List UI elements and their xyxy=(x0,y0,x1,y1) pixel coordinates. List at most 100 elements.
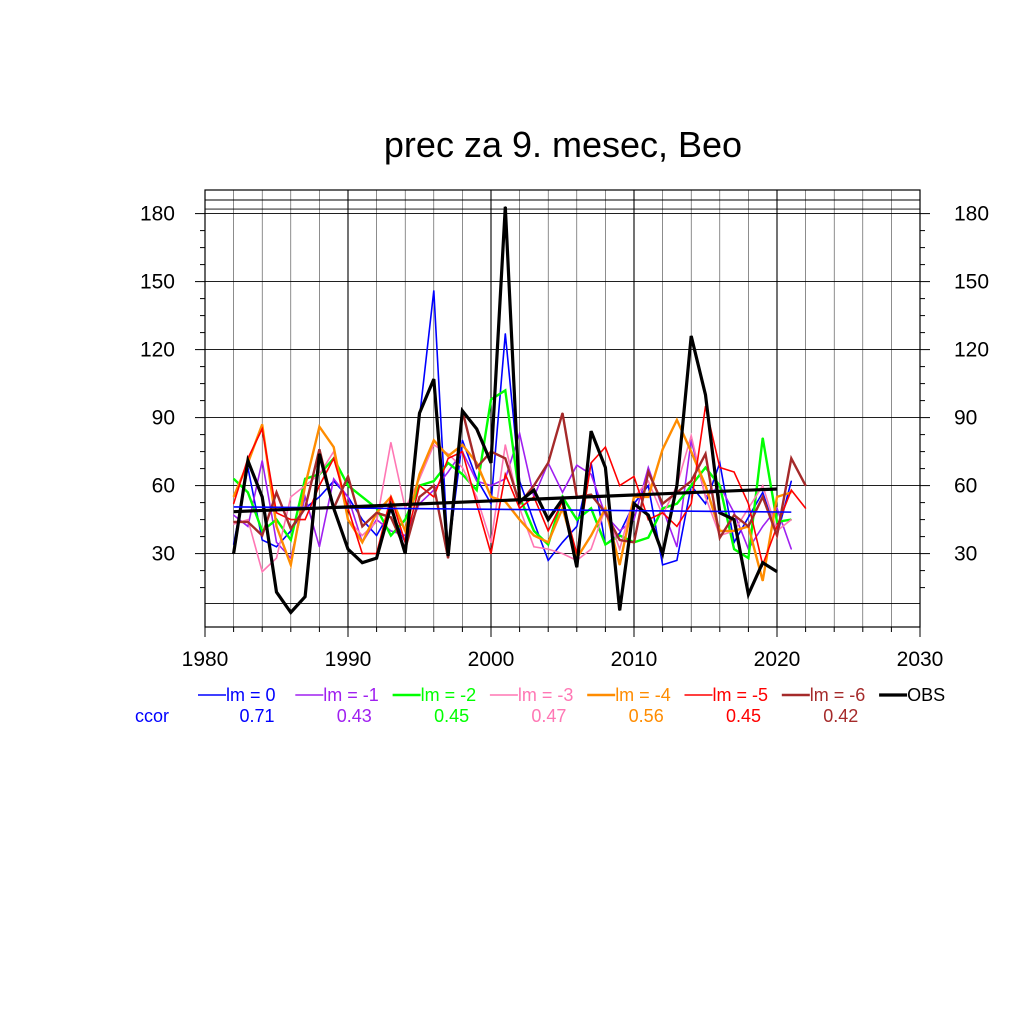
x-tick-label: 1980 xyxy=(182,648,229,671)
data-point xyxy=(476,466,478,469)
data-point xyxy=(733,530,735,532)
grid xyxy=(205,190,920,627)
data-point xyxy=(504,389,506,391)
data-point xyxy=(533,534,535,537)
data-point xyxy=(747,525,750,528)
data-point xyxy=(261,571,263,573)
data-point xyxy=(361,525,363,528)
data-point xyxy=(433,496,435,498)
data-point xyxy=(504,333,506,335)
data-point xyxy=(490,503,492,505)
data-point xyxy=(275,591,278,593)
data-point xyxy=(347,519,349,521)
legend-label: lm = 0 xyxy=(226,685,276,705)
trend-line xyxy=(233,487,778,514)
data-point xyxy=(633,541,635,543)
data-point xyxy=(662,514,664,516)
data-point xyxy=(662,448,664,450)
data-point xyxy=(604,543,607,546)
data-point xyxy=(318,546,320,548)
data-point xyxy=(490,462,492,464)
data-point xyxy=(376,534,378,537)
data-point xyxy=(619,532,621,534)
data-point xyxy=(233,478,235,480)
data-point xyxy=(776,571,778,573)
data-point xyxy=(290,496,292,498)
data-point xyxy=(461,444,463,446)
data-point xyxy=(676,546,678,548)
data-point xyxy=(376,557,378,559)
data-point xyxy=(447,455,449,457)
data-point xyxy=(547,519,549,521)
y-tick-label: 90 xyxy=(152,407,175,430)
data-point xyxy=(790,480,792,482)
data-point xyxy=(490,541,492,543)
data-point xyxy=(762,437,764,439)
data-point xyxy=(647,485,649,487)
data-point xyxy=(447,471,449,473)
data-point xyxy=(304,485,306,487)
data-point xyxy=(704,485,707,487)
data-point xyxy=(547,548,549,550)
data-point xyxy=(576,566,578,568)
data-point xyxy=(762,496,764,498)
data-point xyxy=(476,489,478,491)
data-point xyxy=(533,546,535,548)
data-point xyxy=(247,521,249,523)
data-point xyxy=(533,489,535,491)
data-point xyxy=(461,451,463,453)
data-point xyxy=(490,553,492,555)
data-point xyxy=(790,457,792,459)
data-point xyxy=(233,523,235,525)
data-point xyxy=(261,496,263,498)
data-point xyxy=(233,521,235,523)
data-point xyxy=(733,519,735,521)
data-point xyxy=(333,478,335,480)
data-point xyxy=(633,519,635,521)
y-tick-label: 90 xyxy=(954,407,977,430)
data-point xyxy=(647,471,649,473)
data-point xyxy=(390,516,392,518)
y-tick-label: 180 xyxy=(954,203,989,226)
data-point xyxy=(747,557,750,559)
data-point xyxy=(433,439,435,441)
data-point xyxy=(604,466,607,469)
data-point xyxy=(662,564,664,566)
data-point xyxy=(762,580,764,582)
data-point xyxy=(747,593,750,596)
data-point xyxy=(447,557,449,559)
data-point xyxy=(733,512,735,514)
data-point xyxy=(576,525,578,528)
data-point xyxy=(590,534,592,537)
data-point xyxy=(790,548,792,550)
data-point xyxy=(275,491,278,493)
data-point xyxy=(418,473,421,475)
data-point xyxy=(519,432,521,435)
data-point xyxy=(261,534,263,537)
data-point xyxy=(275,525,278,528)
data-point xyxy=(418,412,421,414)
data-point xyxy=(261,539,263,541)
data-point xyxy=(490,398,492,401)
data-point xyxy=(361,562,363,564)
data-point xyxy=(504,457,506,459)
data-point xyxy=(633,503,635,505)
data-point xyxy=(447,457,449,459)
data-point xyxy=(805,485,807,487)
data-point xyxy=(561,412,564,414)
data-point xyxy=(404,519,406,521)
y-tick-label: 30 xyxy=(954,543,977,566)
series-line xyxy=(232,290,793,566)
data-point xyxy=(633,496,635,498)
data-point xyxy=(662,503,664,505)
plot-frame xyxy=(204,189,921,628)
data-point xyxy=(304,478,306,480)
y-tick-label: 180 xyxy=(140,203,175,226)
data-point xyxy=(347,496,349,498)
data-point xyxy=(247,519,249,521)
data-point xyxy=(504,206,506,208)
data-point xyxy=(719,537,721,539)
legend-ccor-value: 0.43 xyxy=(337,706,372,726)
legend-ccor-value: 0.47 xyxy=(531,706,566,726)
data-point xyxy=(390,496,392,498)
